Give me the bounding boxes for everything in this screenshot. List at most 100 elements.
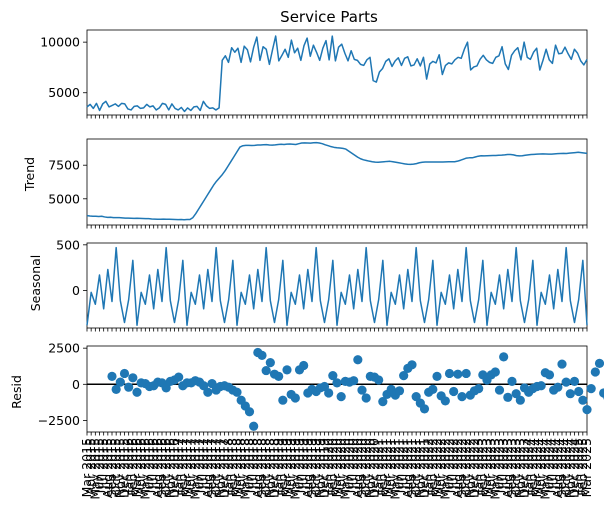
x-tick-label: Aug 2020 [350,438,365,498]
x-tick-label: Jun 2019 [292,438,307,494]
x-tick-label: Feb 2021 [375,438,390,496]
x-tick-label: Apr 2020 [333,438,348,495]
x-tick-label: May 2023 [487,438,502,500]
x-tick-label: Jun 2023 [492,438,507,494]
x-tick-label: Dec 2021 [417,438,432,498]
residual-point [544,370,555,380]
seasonal-axis-label: Seasonal [28,255,43,312]
x-tick-label: Oct 2020 [358,438,373,495]
x-tick-label: Feb 2024 [525,438,540,496]
y-tick-label: −2500 [38,413,80,428]
x-tick-label: Sep 2024 [554,438,569,497]
x-tick-label: Apr 2021 [383,438,398,495]
residual-point [557,359,567,369]
x-tick-label: Mar 2023 [479,438,494,497]
x-tick-label: May 2018 [237,438,252,500]
x-tick-label: Sep 2019 [304,438,319,497]
plot-area-frame [86,29,588,116]
x-tick-label: Nov 2022 [462,438,477,498]
seasonal-panel: Seasonal 0 500 [28,237,588,332]
residual-point [332,378,342,388]
y-tick-label: 2500 [48,341,80,356]
residual-point [203,387,213,397]
x-tick-label: Feb 2025 [575,438,590,496]
x-tick-label: Nov 2021 [412,438,427,498]
x-tick-label: Apr 2024 [533,438,548,495]
x-tick-label: May 2016 [137,438,152,500]
residual-point [107,371,117,381]
x-tick-label: Feb 2018 [225,438,240,496]
residual-point [515,395,525,405]
residual-axis-label: Resid [9,375,24,409]
x-tick-label: Oct 2022 [458,438,473,495]
x-tick-label: Aug 2016 [150,438,165,498]
residual-point [128,373,138,383]
residual-point [232,387,242,397]
trend-panel: Trend 5000 7500 [22,138,588,229]
residual-point [582,405,592,415]
residual-panel: Resid −2500 0 2500 [9,341,604,436]
x-tick-label: Jan 2022 [421,438,436,494]
x-tick-label: Feb 2019 [275,438,290,496]
x-tick-label: Sep 2022 [454,438,469,497]
residual-point [399,371,409,381]
residual-point [324,388,334,398]
residual-point [132,387,142,397]
residual-point [599,388,604,398]
residual-point [432,371,442,381]
observed-panel: 5000 10000 [40,29,588,119]
residual-point [590,367,600,377]
x-tick-label: Mar 2024 [529,438,544,497]
y-tick-label: 0 [72,283,80,298]
x-tick-label: Sep 2023 [504,438,519,497]
residual-point [574,386,584,397]
x-tick-label: Apr 2018 [233,438,248,495]
x-tick-label: Sep 2020 [354,438,369,497]
x-tick-label: Mar 2021 [379,438,394,497]
x-tick-label: Jun 2022 [442,438,457,494]
residual-point [553,382,563,392]
residual-point [299,360,309,371]
residual-point [249,421,259,431]
residual-point [278,395,288,405]
x-tick-label: Aug 2021 [400,438,415,498]
x-tick-label: Jul 2016 [146,438,161,490]
x-tick-label: Jul 2019 [296,438,311,490]
x-tick-label: May 2019 [287,438,302,500]
x-tick-label: Jan 2020 [321,438,336,494]
x-tick-label: Dec 2017 [217,438,232,498]
x-tick-label: Mar 2015 [79,438,94,497]
x-tick-label: Apr 2016 [133,438,148,495]
x-tick-label: Aug 2015 [100,438,115,498]
x-tick-label: Oct 2018 [258,438,273,495]
x-tick-label: May 2024 [537,438,552,500]
residual-point [490,367,500,377]
residual-point [419,404,430,414]
x-tick-label: Jul 2018 [246,438,261,490]
x-tick-label: Apr 2022 [433,438,448,495]
x-tick-label: Nov 2018 [262,438,277,498]
x-tick-label: Oct 2019 [308,438,323,495]
y-tick-label: 5000 [48,191,80,206]
x-tick-label: Apr 2019 [283,438,298,495]
plot-area-frame [86,138,588,226]
residual-point [328,371,338,381]
residual-point [407,360,417,370]
x-tick-label: Jul 2020 [346,438,361,490]
residual-point [569,376,580,387]
x-tick-label: Feb 2017 [175,438,190,496]
x-tick-label: Jul 2023 [496,438,511,490]
residual-point [378,397,388,407]
x-tick-label: Aug 2024 [550,438,565,498]
x-tick-label: Jun 2020 [342,438,357,494]
residual-point [274,371,284,381]
x-tick-label: Mar 2019 [279,438,294,497]
series-line [86,246,588,327]
x-tick-label: Jan 2021 [371,438,386,494]
residual-point [361,393,371,403]
x-tick-label: Feb 2016 [125,438,140,496]
y-tick-label: 500 [56,237,80,252]
trend-axis-label: Trend [22,157,37,192]
residual-point [444,368,455,379]
